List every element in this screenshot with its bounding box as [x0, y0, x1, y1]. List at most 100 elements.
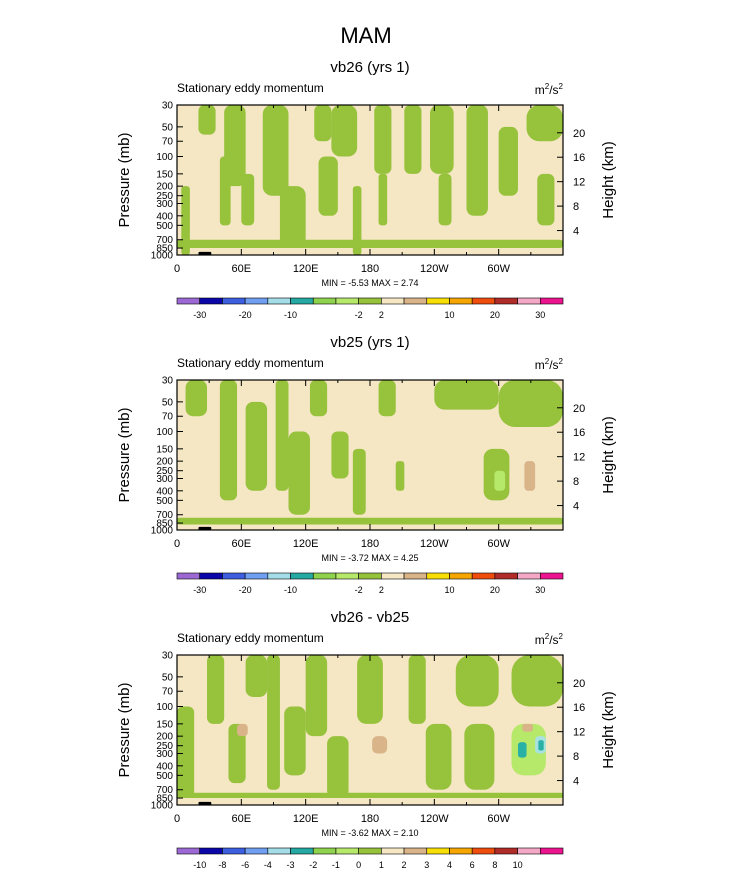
colorbar-label: 10 — [444, 585, 454, 595]
contour-region-10 — [408, 655, 426, 724]
contour-region-18 — [498, 126, 518, 196]
x-tick-label: 120E — [293, 538, 319, 550]
colorbar-label: 0 — [356, 860, 361, 870]
contour-region-19 — [526, 105, 563, 142]
y-tick-label: 250 — [156, 466, 173, 477]
y-tick-label: 1000 — [151, 251, 174, 262]
colorbar-swatch — [381, 847, 405, 855]
x-tick-label: 0 — [174, 538, 180, 550]
colorbar-swatch — [426, 572, 450, 580]
units-label: m2/s2 — [535, 357, 564, 372]
contour-region-16 — [438, 173, 452, 226]
colorbar-swatch — [471, 847, 496, 855]
y-tick-label: 50 — [162, 122, 174, 133]
colorbar-swatch — [494, 297, 518, 305]
panel-title: vb26 (yrs 1) — [330, 59, 409, 76]
contour-region-8 — [314, 105, 332, 142]
height-tick-label: 8 — [573, 476, 579, 488]
y-tick-label: 150 — [156, 169, 173, 180]
y-tick-label: 850 — [156, 519, 173, 530]
colorbar-label: 4 — [447, 860, 452, 870]
height-tick-label: 8 — [573, 751, 579, 763]
contour-region-10 — [395, 461, 405, 491]
y-tick-label: 30 — [162, 651, 174, 662]
contour-region-14 — [511, 655, 563, 707]
min-max-label: MIN = -3.62 MAX = 2.10 — [321, 828, 418, 838]
y-axis-right-label: Height (km) — [600, 141, 617, 219]
colorbar-label: -4 — [264, 860, 272, 870]
colorbar-swatch — [267, 297, 291, 305]
contour-region-3 — [245, 401, 268, 491]
contour-region-8 — [352, 448, 366, 515]
y-tick-label: 250 — [156, 191, 173, 202]
colorbar-swatch — [199, 297, 223, 305]
contour-region-6 — [309, 380, 328, 417]
y-tick-label: 300 — [156, 749, 173, 760]
colorbar-swatch — [312, 297, 337, 305]
colorbar-swatch — [176, 847, 201, 855]
x-tick-label: 60E — [232, 263, 252, 275]
contour-region-10 — [331, 105, 358, 157]
field-layer — [177, 105, 563, 255]
colorbar-label: -30 — [193, 310, 206, 320]
colorbar-swatch — [471, 297, 496, 305]
colorbar-label: 3 — [424, 860, 429, 870]
height-tick-label: 12 — [573, 177, 585, 189]
colorbar-swatch — [335, 572, 359, 580]
contour-region-11 — [352, 186, 362, 255]
y-tick-label: 850 — [156, 794, 173, 805]
contour-region-1 — [185, 380, 208, 417]
y-tick-label: 1000 — [151, 526, 174, 537]
contour-region-2 — [198, 105, 216, 135]
y-tick-label: 70 — [162, 412, 174, 423]
height-tick-label: 4 — [573, 776, 579, 788]
colorbar-swatch — [494, 572, 518, 580]
colorbar-swatch — [517, 847, 541, 855]
contour-region-6 — [284, 706, 306, 776]
colorbar-swatch — [449, 297, 473, 305]
y-tick-label: 50 — [162, 397, 174, 408]
chart-panel-3: vb26 - vb25 Stationary eddy momentum m2/s2… — [116, 609, 617, 870]
contour-region-4 — [245, 655, 268, 697]
colorbar-label: 2 — [379, 310, 384, 320]
contour-region-11 — [434, 380, 499, 410]
colorbar-swatch — [494, 847, 518, 855]
contour-region-2 — [219, 380, 238, 501]
colorbar-label: -1 — [332, 860, 340, 870]
contour-region-2 — [207, 655, 225, 724]
colorbar-swatch — [290, 847, 314, 855]
x-tick-label: 180 — [361, 538, 379, 550]
colorbar-swatch — [335, 297, 359, 305]
panel-subtitle: Stationary eddy momentum — [177, 631, 324, 645]
contour-region-6 — [262, 105, 289, 196]
contour-region-15 — [430, 105, 454, 174]
colorbar-swatch — [381, 572, 405, 580]
contour-region-13 — [498, 380, 563, 427]
contour-region-5 — [288, 431, 310, 515]
y-tick-label: 100 — [156, 702, 173, 713]
x-tick-label: 0 — [174, 263, 180, 275]
height-tick-label: 8 — [573, 201, 579, 213]
x-tick-label: 0 — [174, 813, 180, 825]
contour-region-14 — [404, 105, 422, 174]
colorbar-swatch — [290, 572, 314, 580]
chart-panel-1: vb26 (yrs 1) Stationary eddy momentum m2/s… — [116, 59, 617, 320]
y-tick-label: 70 — [162, 687, 174, 698]
contour-region-22 — [177, 792, 563, 799]
y-tick-label: 30 — [162, 376, 174, 387]
x-tick-label: 120E — [293, 813, 319, 825]
colorbar-label: -2 — [309, 860, 317, 870]
colorbar-label: -3 — [287, 860, 295, 870]
colorbar-swatch — [290, 297, 314, 305]
contour-region-4 — [224, 105, 246, 187]
x-tick-label: 120W — [420, 538, 449, 550]
colorbar-swatch — [426, 847, 450, 855]
colorbar-swatch — [403, 572, 428, 580]
x-tick-label: 60W — [487, 813, 510, 825]
colorbar-swatch — [426, 297, 450, 305]
x-tick-label: 120E — [293, 263, 319, 275]
page-title: MAM — [340, 23, 391, 48]
min-max-label: MIN = -5.53 MAX = 2.74 — [321, 278, 418, 288]
colorbar-swatch — [539, 847, 564, 855]
contour-region-23 — [198, 801, 212, 805]
